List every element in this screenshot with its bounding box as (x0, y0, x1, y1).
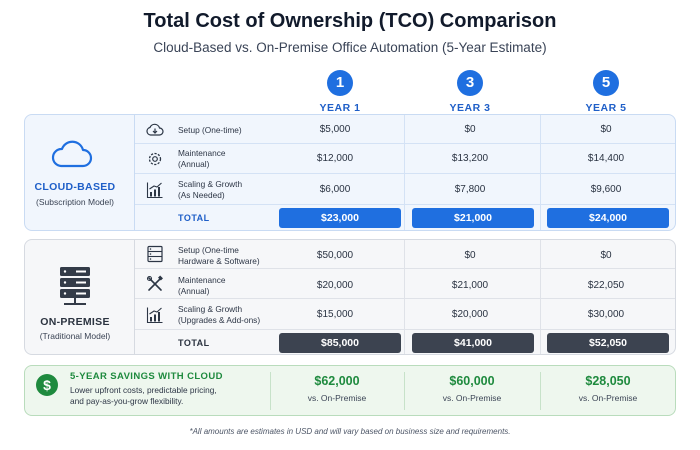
divider (135, 143, 675, 144)
gear-icon (148, 152, 162, 166)
cell-value: $12,000 (316, 153, 354, 164)
cloud-section-title: CLOUD-BASED (34, 181, 116, 193)
dollar-icon: $ (36, 374, 58, 396)
server-icon (60, 267, 90, 305)
total-value: $21,000 (412, 208, 534, 228)
savings-note: vs. On-Premise (578, 393, 638, 403)
hardware-icon (147, 245, 163, 263)
divider (540, 240, 541, 354)
cell-value: $22,050 (587, 280, 625, 291)
divider (135, 298, 675, 299)
divider (540, 372, 541, 410)
savings-amount: $60,000 (449, 374, 495, 388)
page-subtitle: Cloud-Based vs. On-Premise Office Automa… (153, 40, 547, 55)
row-label: Maintenance (Annual) (178, 275, 226, 296)
cloud-section-subtitle: (Subscription Model) (36, 197, 114, 207)
divider (540, 115, 541, 230)
cell-value: $6,000 (319, 184, 351, 195)
row-label: Setup (One-time Hardware & Software) (178, 245, 260, 266)
divider (135, 268, 675, 269)
savings-section (24, 365, 676, 416)
savings-amount: $28,050 (585, 374, 631, 388)
savings-description: Lower upfront costs, predictable pricing… (70, 385, 217, 406)
cell-value: $0 (600, 124, 612, 135)
total-value: $41,000 (412, 333, 534, 353)
row-label: Maintenance (Annual) (178, 148, 226, 169)
total-value: $24,000 (547, 208, 669, 228)
growth-chart-icon (146, 182, 163, 199)
row-label: Setup (One-time) (178, 125, 242, 135)
cell-value: $9,600 (590, 184, 622, 195)
cell-value: $30,000 (587, 309, 625, 320)
savings-note: vs. On-Premise (442, 393, 502, 403)
year-number-badge: 5 (593, 70, 619, 96)
year-number-badge: 3 (457, 70, 483, 96)
onprem-section-subtitle: (Traditional Model) (39, 331, 111, 341)
page-title: Total Cost of Ownership (TCO) Comparison (143, 10, 557, 32)
year-header-5: 5 YEAR 5 (546, 70, 666, 114)
year-number-badge: 1 (327, 70, 353, 96)
year-header-3: 3 YEAR 3 (410, 70, 530, 114)
total-value: $85,000 (279, 333, 401, 353)
cell-value: $5,000 (319, 124, 351, 135)
cloud-setup-icon (146, 123, 164, 136)
divider (404, 240, 405, 354)
year-label: YEAR 5 (585, 102, 627, 114)
cell-value: $14,400 (587, 153, 625, 164)
divider (270, 372, 271, 410)
cloud-icon (51, 140, 93, 168)
cell-value: $13,200 (451, 153, 489, 164)
footnote: *All amounts are estimates in USD and wi… (189, 427, 511, 436)
cell-value: $21,000 (451, 280, 489, 291)
savings-title: 5-YEAR SAVINGS WITH CLOUD (70, 371, 223, 382)
cell-value: $0 (600, 250, 612, 261)
divider (404, 115, 405, 230)
year-label: YEAR 3 (449, 102, 491, 114)
divider (404, 372, 405, 410)
cell-value: $0 (464, 124, 476, 135)
year-label: YEAR 1 (319, 102, 361, 114)
cell-value: $0 (464, 250, 476, 261)
total-label: TOTAL (178, 213, 210, 223)
divider (135, 173, 675, 174)
cell-value: $15,000 (316, 309, 354, 320)
total-value: $23,000 (279, 208, 401, 228)
growth-chart-icon (146, 307, 163, 324)
cell-value: $20,000 (316, 280, 354, 291)
total-label: TOTAL (178, 338, 210, 348)
onprem-section-title: ON-PREMISE (40, 316, 110, 328)
divider (134, 115, 135, 230)
total-value: $52,050 (547, 333, 669, 353)
cell-value: $50,000 (316, 250, 354, 261)
cell-value: $7,800 (454, 184, 486, 195)
savings-amount: $62,000 (314, 374, 360, 388)
divider (134, 240, 135, 354)
year-header-1: 1 YEAR 1 (280, 70, 400, 114)
row-label: Scaling & Growth (Upgrades & Add-ons) (178, 304, 261, 325)
savings-note: vs. On-Premise (307, 393, 367, 403)
row-label: Scaling & Growth (As Needed) (178, 179, 243, 200)
tools-icon (146, 275, 163, 291)
divider (135, 329, 675, 330)
cell-value: $20,000 (451, 309, 489, 320)
divider (135, 204, 675, 205)
